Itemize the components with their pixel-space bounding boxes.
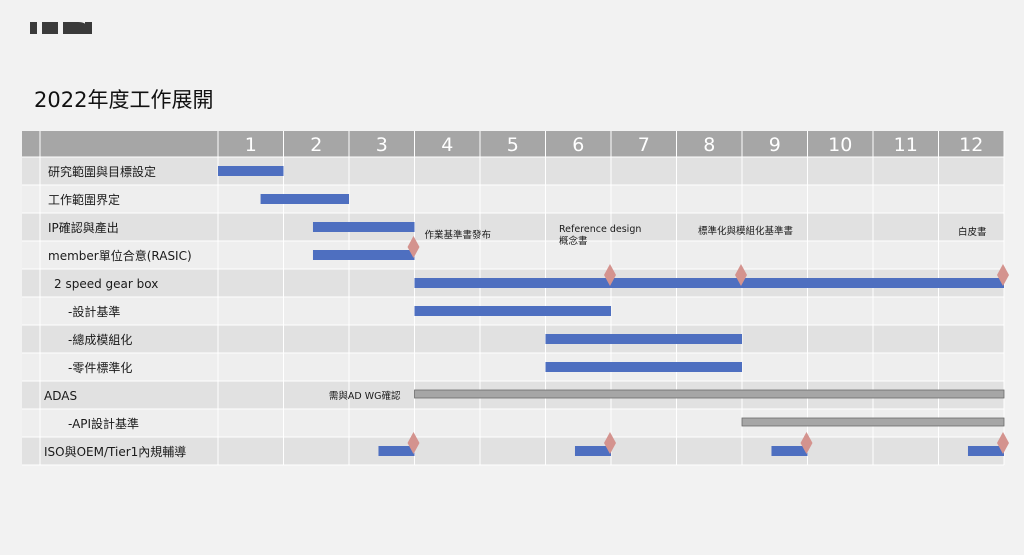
annotation-label: 概念書 [559, 235, 588, 247]
month-label: 5 [507, 134, 519, 156]
task-bar [378, 446, 415, 456]
annotation-label: 作業基準書發布 [425, 229, 492, 241]
task-label: ADAS [44, 389, 77, 403]
task-label: 研究範圍與目標設定 [48, 164, 156, 179]
month-label: 6 [572, 134, 584, 156]
task-label: 工作範圍界定 [48, 192, 120, 207]
task-bar [574, 446, 611, 456]
task-bar [260, 194, 349, 204]
task-label: ISO與OEM/Tier1內規輔導 [44, 444, 186, 459]
task-label: -設計基準 [68, 304, 120, 319]
month-label: 11 [894, 134, 918, 156]
milestone-marker [407, 236, 420, 258]
task-label: IP確認與產出 [48, 220, 119, 235]
month-label: 1 [245, 134, 257, 156]
annotation-label: 需與AD WG確認 [329, 390, 401, 402]
task-bar [312, 222, 415, 232]
annotation-label: 標準化與模組化基準書 [698, 225, 793, 237]
row-band [22, 353, 1004, 381]
month-label: 7 [638, 134, 650, 156]
task-bar [414, 306, 611, 316]
task-label: -API設計基準 [68, 416, 139, 431]
row-band [22, 213, 1004, 241]
month-label: 2 [310, 134, 322, 156]
task-label: member單位合意(RASIC) [48, 248, 192, 263]
row-band [22, 157, 1004, 185]
header-band [22, 131, 1004, 157]
month-label: 3 [376, 134, 388, 156]
month-label: 10 [828, 134, 852, 156]
annotation-label: Reference design [559, 224, 641, 235]
milestone-marker [800, 432, 813, 454]
task-label: -零件標準化 [68, 360, 132, 375]
logo-icon [30, 22, 92, 34]
milestone-marker [604, 432, 616, 454]
row-band [22, 185, 1004, 213]
task-bar [741, 417, 1005, 427]
milestone-marker [407, 432, 420, 454]
milestone-marker [735, 264, 747, 286]
task-label: 2 speed gear box [54, 277, 158, 291]
row-band [22, 437, 1004, 465]
logo [30, 22, 92, 34]
month-label: 4 [441, 134, 453, 156]
task-bar [414, 389, 1005, 399]
milestone-marker [997, 264, 1009, 286]
milestone-marker [604, 264, 616, 286]
month-label: 12 [959, 134, 983, 156]
task-bar [771, 446, 808, 456]
task-bar [967, 446, 1004, 456]
task-bar [218, 166, 284, 176]
month-label: 9 [769, 134, 781, 156]
row-band [22, 241, 1004, 269]
page-title: 2022年度工作展開 [34, 88, 214, 112]
task-bar [414, 278, 1004, 288]
month-label: 8 [703, 134, 715, 156]
annotation-label: 白皮書 [958, 226, 987, 238]
task-bar [545, 334, 742, 344]
row-band [22, 325, 1004, 353]
task-label: -總成模組化 [68, 332, 132, 347]
task-bar [545, 362, 742, 372]
milestone-marker [997, 432, 1009, 454]
task-bar [312, 250, 415, 260]
